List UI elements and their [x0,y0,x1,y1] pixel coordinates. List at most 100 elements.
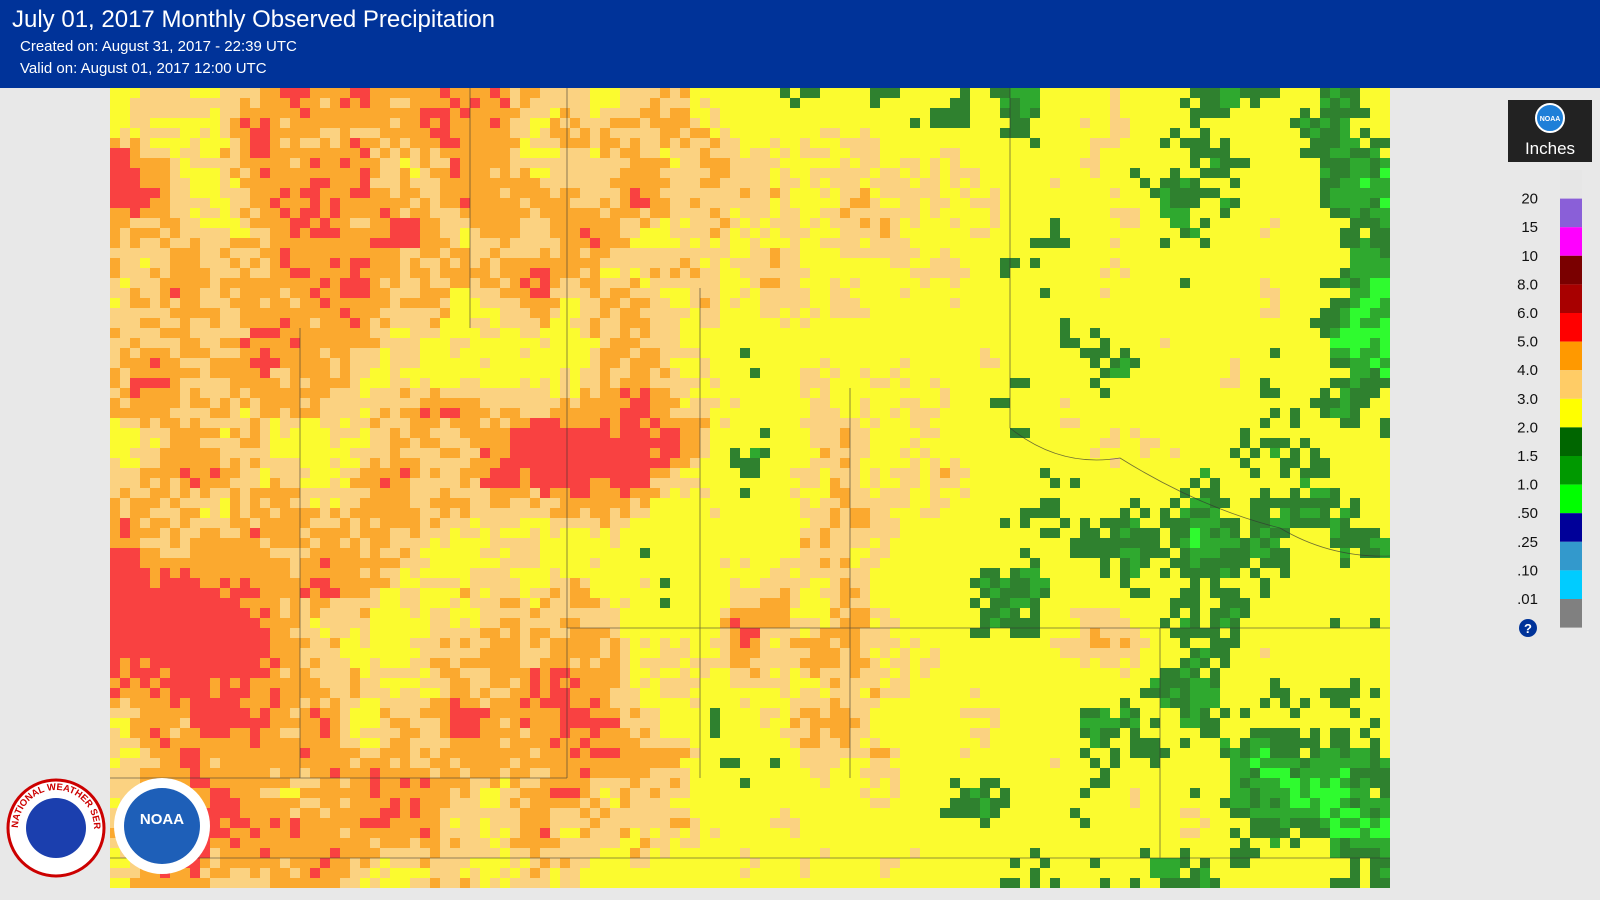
map-cell [1360,208,1370,218]
map-cell [410,288,420,298]
map-cell [470,318,480,328]
map-cell [870,268,880,278]
map-cell [240,218,250,228]
map-cell [160,408,170,418]
map-cell [1350,408,1360,418]
map-cell [400,178,410,188]
map-cell [970,248,980,258]
map-cell [350,368,360,378]
map-cell [890,238,900,248]
map-cell [1210,458,1220,468]
map-cell [1340,418,1350,428]
map-cell [540,98,550,108]
map-cell [760,168,770,178]
map-cell [290,328,300,338]
map-cell [230,238,240,248]
map-cell [1250,138,1260,148]
map-cell [1030,168,1040,178]
map-cell [860,298,870,308]
map-cell [640,388,650,398]
map-cell [790,128,800,138]
map-cell [1110,158,1120,168]
map-cell [1240,448,1250,458]
map-cell [1220,368,1230,378]
map-cell [340,128,350,138]
map-cell [900,408,910,418]
map-cell [340,148,350,158]
map-cell [820,328,830,338]
map-cell [230,138,240,148]
map-cell [1100,468,1110,478]
map-cell [450,228,460,238]
map-cell [1290,448,1300,458]
map-cell [1010,228,1020,238]
map-cell [550,238,560,248]
map-cell [380,198,390,208]
map-cell [120,158,130,168]
map-cell [110,118,120,128]
map-cell [1140,188,1150,198]
map-cell [430,88,440,98]
map-cell [1140,218,1150,228]
map-cell [450,148,460,158]
map-cell [900,328,910,338]
map-cell [1180,248,1190,258]
map-cell [950,298,960,308]
map-cell [1060,438,1070,448]
map-cell [490,118,500,128]
map-cell [320,408,330,418]
map-cell [460,248,470,258]
map-cell [320,298,330,308]
map-cell [300,418,310,428]
map-cell [1070,338,1080,348]
map-cell [1020,308,1030,318]
map-cell [800,168,810,178]
map-cell [1200,108,1210,118]
map-cell [920,108,930,118]
map-cell [360,138,370,148]
map-cell [1060,388,1070,398]
map-cell [710,148,720,158]
map-cell [1040,308,1050,318]
map-cell [1360,358,1370,368]
map-cell [1210,268,1220,278]
map-cell [820,408,830,418]
map-cell [1050,348,1060,358]
map-cell [560,208,570,218]
map-cell [1120,428,1130,438]
map-cell [200,428,210,438]
map-cell [1080,198,1090,208]
map-cell [810,208,820,218]
map-cell [790,158,800,168]
map-cell [370,308,380,318]
map-cell [1060,218,1070,228]
map-cell [720,458,730,468]
map-cell [400,108,410,118]
map-cell [1290,148,1300,158]
map-cell [490,408,500,418]
map-cell [1190,378,1200,388]
map-cell [1010,398,1020,408]
map-cell [1210,468,1220,478]
precip-map [110,88,1390,888]
map-cell [1330,268,1340,278]
map-cell [320,108,330,118]
map-cell [620,88,630,98]
map-cell [1180,358,1190,368]
map-cell [1250,88,1260,98]
map-cell [500,298,510,308]
map-cell [140,218,150,228]
map-cell [880,218,890,228]
map-cell [490,148,500,158]
map-cell [1090,198,1100,208]
map-cell [470,278,480,288]
map-cell [910,468,920,478]
map-cell [460,458,470,468]
map-cell [1010,308,1020,318]
map-cell [1040,398,1050,408]
map-cell [380,238,390,248]
map-cell [700,188,710,198]
map-cell [170,88,180,98]
map-cell [1260,368,1270,378]
map-cell [680,368,690,378]
